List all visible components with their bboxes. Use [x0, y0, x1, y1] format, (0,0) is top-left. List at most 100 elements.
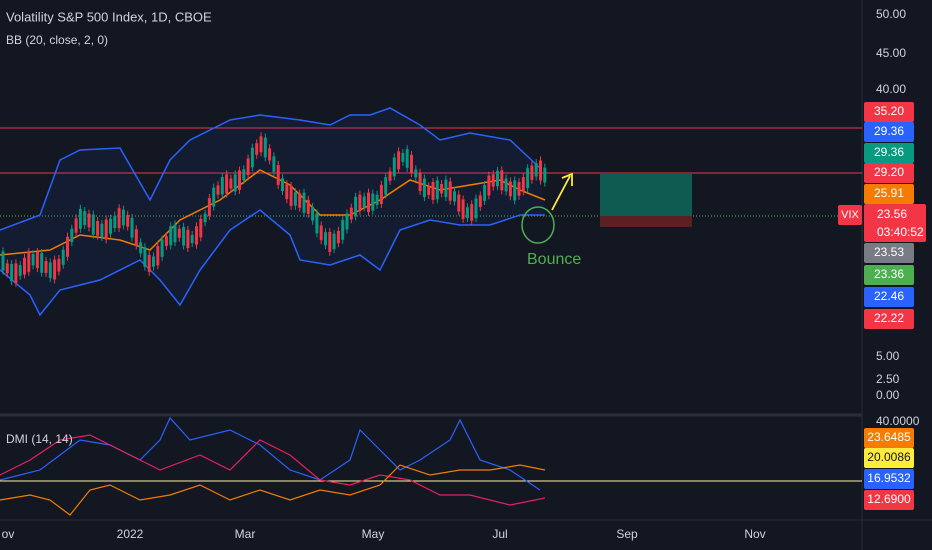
indicator-label: BB (20, close, 2, 0): [6, 33, 108, 47]
candle: [268, 148, 272, 161]
candle: [117, 208, 121, 229]
candle: [349, 207, 353, 220]
price-tag-bg: [864, 143, 914, 163]
candle: [48, 262, 52, 279]
price-tag: 22.46: [874, 289, 904, 303]
candle: [31, 254, 35, 266]
candle: [448, 181, 452, 201]
candle: [491, 174, 495, 187]
candle: [414, 169, 418, 178]
price-axis-label: 0.00: [876, 388, 900, 402]
candle: [126, 214, 130, 227]
candle: [306, 199, 310, 214]
candle: [521, 177, 525, 192]
candle: [272, 156, 276, 172]
dmi-axis-label: 40.0000: [876, 414, 920, 428]
candle: [388, 171, 392, 181]
candle: [134, 229, 138, 246]
candle: [169, 226, 173, 246]
price-tag: 29.20: [874, 165, 904, 179]
candle: [526, 168, 530, 189]
candle: [74, 218, 78, 233]
candle: [311, 206, 315, 221]
candle: [281, 178, 284, 192]
candle: [440, 183, 444, 194]
price-tag-bg: [864, 265, 914, 285]
candle: [392, 157, 396, 177]
dmi-label: DMI (14, 14): [6, 432, 73, 446]
dmi-plus: [0, 416, 541, 491]
candle: [427, 186, 431, 196]
price-tag: 25.91: [874, 186, 904, 200]
candle: [401, 153, 405, 162]
candle: [435, 180, 439, 200]
price-tag-bg: [864, 184, 914, 204]
dmi-tag-bg: [864, 448, 914, 468]
candle: [483, 184, 487, 201]
candle: [109, 218, 112, 234]
overlay: 50.00 45.00 40.00 5.00 2.50 0.00 35.20 29.36 29.…: [2, 7, 926, 541]
price-axis-label: 40.00: [876, 82, 906, 96]
candle: [57, 258, 61, 272]
candle: [5, 263, 9, 274]
dmi-tag: 23.6485: [867, 430, 911, 444]
candle: [207, 197, 211, 216]
symbol: VIX: [841, 209, 859, 221]
price-axis-label: 2.50: [876, 372, 900, 386]
candle: [405, 149, 409, 168]
candle: [496, 170, 499, 187]
candle: [160, 239, 164, 257]
candle: [91, 214, 95, 235]
candle: [212, 187, 216, 207]
candle: [173, 224, 177, 243]
annotation: Bounce: [527, 251, 581, 268]
price-tag: 22.22: [874, 311, 904, 325]
dmi-tag: 12.6900: [867, 492, 911, 506]
candle: [276, 164, 280, 185]
candle: [35, 251, 39, 269]
candle: [225, 174, 229, 194]
dmi-tag-bg: [864, 469, 914, 489]
adx: [0, 464, 546, 516]
candle: [18, 265, 22, 276]
candle: [147, 254, 151, 272]
candle: [229, 178, 233, 189]
target-zone: [600, 173, 692, 216]
candle: [534, 162, 538, 177]
candle: [465, 207, 469, 219]
dmi-tag: 16.9532: [867, 471, 911, 485]
candle: [367, 192, 370, 213]
candle: [53, 259, 57, 280]
band-fill: [0, 108, 545, 315]
current-price-bg: [864, 204, 926, 242]
candle: [130, 217, 134, 238]
candle: [100, 223, 104, 237]
candle: [195, 226, 198, 245]
candle: [263, 137, 267, 158]
candle: [216, 185, 220, 195]
dmi-tag: 20.0086: [867, 450, 911, 464]
candle: [1, 251, 5, 271]
candle: [508, 181, 512, 197]
candle: [362, 196, 366, 208]
candle: [315, 213, 319, 234]
candle: [96, 221, 100, 236]
current-price: 23.56: [877, 207, 907, 221]
stop-zone: [600, 216, 692, 227]
price-tag: 29.36: [874, 124, 904, 138]
price-tag: 23.36: [874, 267, 904, 281]
candle: [40, 253, 44, 273]
candle: [461, 199, 465, 219]
price-tag: 23.53: [874, 245, 904, 259]
candle: [87, 213, 91, 228]
candle: [470, 204, 474, 221]
candle: [354, 196, 358, 217]
candle: [156, 246, 160, 266]
time-axis-label: Nov: [744, 527, 765, 541]
candle: [255, 143, 259, 155]
price-tag-bg: [864, 163, 914, 183]
price-tag: 35.20: [874, 104, 904, 118]
candle: [220, 177, 224, 195]
